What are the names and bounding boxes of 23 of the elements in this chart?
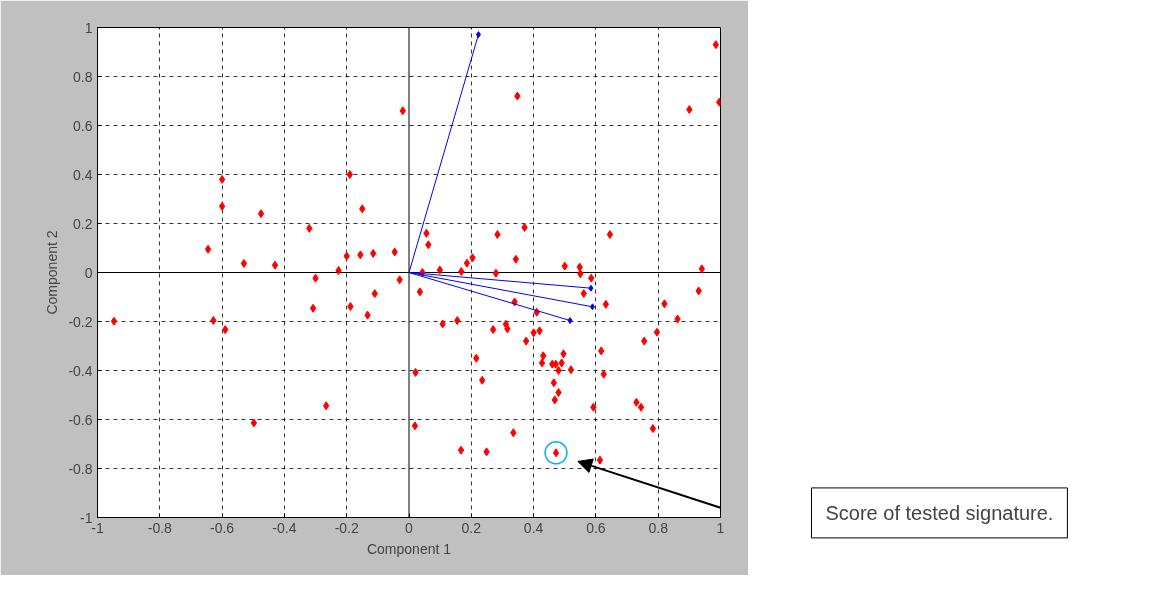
y-tick-label: 0.4: [73, 166, 93, 183]
x-tick-label: 0.2: [461, 519, 482, 536]
x-tick-label: 0.8: [648, 519, 669, 536]
x-tick-label: -0.6: [210, 519, 235, 536]
y-tick-label: -0.4: [68, 362, 93, 379]
y-tick-label: 0.2: [73, 215, 93, 232]
x-tick-label: -0.2: [334, 519, 359, 536]
y-tick-label: 0.8: [73, 68, 93, 85]
x-axis-title: Component 1: [366, 540, 452, 557]
text: Score of tested signature.: [825, 501, 1054, 524]
y-tick-label: -0.2: [68, 313, 93, 330]
y-tick-label: -0.6: [68, 411, 93, 428]
y-tick-label: -0.8: [68, 460, 93, 477]
x-tick-label: -0.4: [272, 519, 297, 536]
y-axis-title: Component 2: [44, 230, 61, 315]
y-tick-label: 0.6: [73, 117, 93, 134]
x-tick-label: -0.8: [147, 519, 173, 536]
x-tick-label: 0.6: [586, 519, 606, 536]
x-tick-label: 0.4: [523, 519, 544, 536]
x-tick-label: 0: [405, 519, 414, 536]
y-tick-label: 1: [84, 19, 93, 36]
x-tick-label: 1: [716, 519, 725, 536]
y-tick-label: 0: [84, 264, 93, 281]
